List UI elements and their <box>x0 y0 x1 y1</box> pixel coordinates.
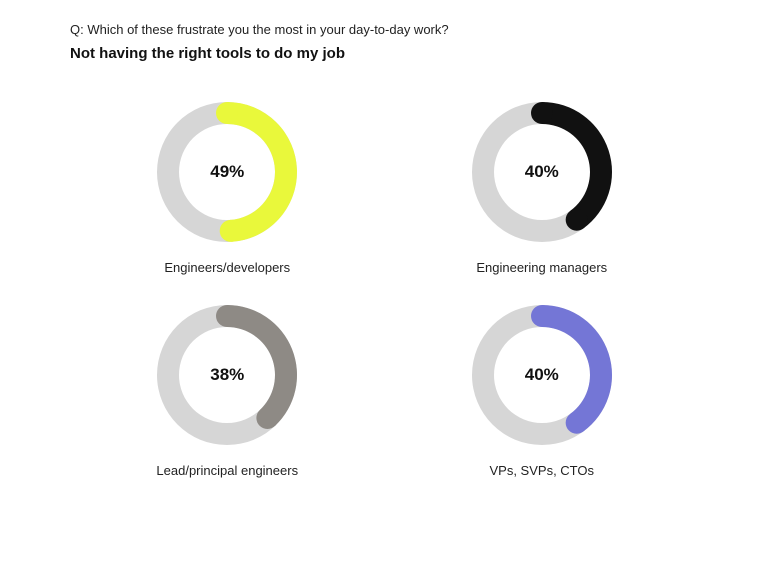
donut-caption: VPs, SVPs, CTOs <box>489 463 594 478</box>
donut-cell: 38% Lead/principal engineers <box>100 295 355 478</box>
donut-chart: 40% <box>462 92 622 252</box>
question-text: Which of these frustrate you the most in… <box>87 22 448 37</box>
donut-caption: Lead/principal engineers <box>156 463 298 478</box>
donut-caption: Engineering managers <box>476 260 607 275</box>
donut-percent: 49% <box>147 92 307 252</box>
donut-percent: 38% <box>147 295 307 455</box>
donut-cell: 40% Engineering managers <box>415 92 670 275</box>
question-line: Q: Which of these frustrate you the most… <box>70 22 699 37</box>
question-prefix: Q: <box>70 22 87 37</box>
donut-chart: 40% <box>462 295 622 455</box>
donut-cell: 40% VPs, SVPs, CTOs <box>415 295 670 478</box>
page-title: Not having the right tools to do my job <box>70 45 699 62</box>
donut-caption: Engineers/developers <box>164 260 290 275</box>
donut-percent: 40% <box>462 92 622 252</box>
donut-grid: 49% Engineers/developers 40% Engineering… <box>70 92 699 478</box>
donut-cell: 49% Engineers/developers <box>100 92 355 275</box>
donut-percent: 40% <box>462 295 622 455</box>
donut-chart: 38% <box>147 295 307 455</box>
donut-chart: 49% <box>147 92 307 252</box>
